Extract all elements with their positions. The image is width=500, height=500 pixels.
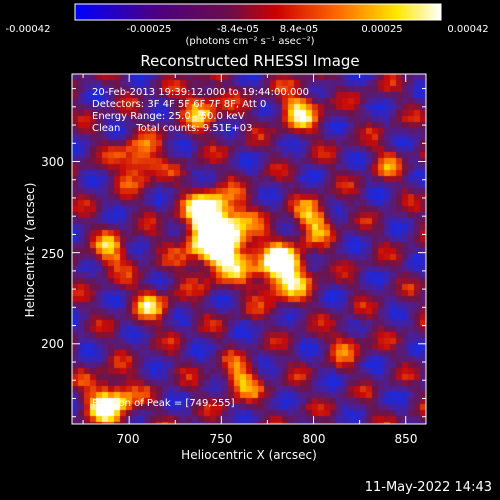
info-line: 20-Feb-2013 19:39:12.000 to 19:44:00.000 [92,87,310,98]
info-line: Energy Range: 25.0 - 50.0 keV [92,111,245,122]
colorbar-tick-label: 0.00025 [361,24,403,35]
colorbar-tick-label: 8.4e-05 [279,24,319,35]
colorbar-tick-label: -0.00042 [5,24,51,35]
x-tick-label: 800 [302,432,326,446]
info-line: Detectors: 3F 4F 5F 6F 7F 8F, Att 0 [92,99,267,110]
y-tick-label: 300 [41,155,64,169]
heatmap-image [72,74,426,424]
y-tick-label: 250 [41,247,64,261]
x-tick-label: 700 [116,432,140,446]
colorbar-tick-label: -0.00025 [126,24,172,35]
colorbar-tick-label: -8.4e-05 [217,24,259,35]
peak-position-label: Position of Peak = [749,255] [92,398,235,409]
colorbar-tick-label: 0.00042 [447,24,489,35]
y-axis-label: Heliocentric Y (arcsec) [23,182,37,318]
timestamp: 11-May-2022 14:43 [364,480,492,495]
x-axis-label: Heliocentric X (arcsec) [181,448,317,462]
chart-title: Reconstructed RHESSI Image [140,52,360,70]
info-line: Clean Total counts: 9.51E+03 [92,123,253,134]
y-tick-label: 200 [41,337,64,351]
plot-frame [71,73,427,425]
x-tick-label: 750 [209,432,233,446]
colorbar-units: (photons cm⁻² s⁻¹ asec⁻²) [185,36,315,47]
colorbar [74,3,442,21]
x-tick-label: 850 [394,432,418,446]
